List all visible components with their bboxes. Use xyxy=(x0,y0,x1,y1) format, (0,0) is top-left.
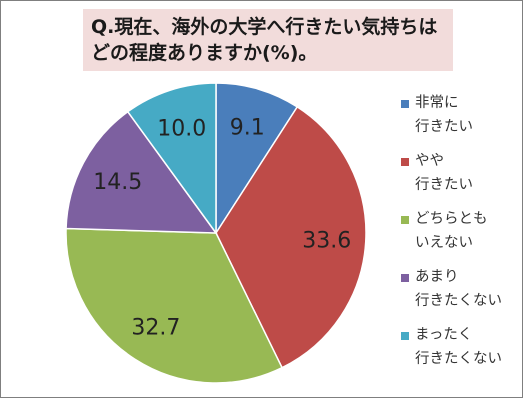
data-label-1: 33.6 xyxy=(302,229,351,254)
legend-label-3: あまり 行きたくない xyxy=(415,269,502,309)
legend-item-1: やや 行きたい xyxy=(401,149,521,207)
legend-swatch-4 xyxy=(401,332,409,340)
data-label-3: 14.5 xyxy=(93,170,142,195)
data-label-0: 9.1 xyxy=(230,116,265,141)
legend: 非常に 行きたい やや 行きたい どちらとも いえない あまり 行きたくない ま… xyxy=(401,91,521,381)
legend-swatch-2 xyxy=(401,216,409,224)
pie-slice-3 xyxy=(65,110,218,234)
legend-item-4: まったく 行きたくない xyxy=(401,323,521,381)
legend-label-4: まったく 行きたくない xyxy=(415,327,502,367)
data-label-2: 32.7 xyxy=(131,315,180,340)
chart-title: Q.現在、海外の大学へ行きたい気持ちは どの程度ありますか(%)。 xyxy=(91,16,438,64)
pie-slice-1 xyxy=(215,105,367,369)
legend-swatch-0 xyxy=(401,100,409,108)
legend-swatch-1 xyxy=(401,158,409,166)
legend-item-0: 非常に 行きたい xyxy=(401,91,521,149)
pie-slice-2 xyxy=(65,227,284,384)
legend-swatch-3 xyxy=(401,274,409,282)
legend-label-0: 非常に 行きたい xyxy=(415,95,473,135)
legend-item-2: どちらとも いえない xyxy=(401,207,521,265)
data-label-4: 10.0 xyxy=(157,116,206,141)
chart-title-box: Q.現在、海外の大学へ行きたい気持ちは どの程度ありますか(%)。 xyxy=(83,9,453,71)
pie-slice-4 xyxy=(126,82,217,236)
legend-item-3: あまり 行きたくない xyxy=(401,265,521,323)
legend-label-2: どちらとも いえない xyxy=(415,211,488,251)
pie-slice-0 xyxy=(215,82,299,236)
legend-label-1: やや 行きたい xyxy=(415,153,473,193)
